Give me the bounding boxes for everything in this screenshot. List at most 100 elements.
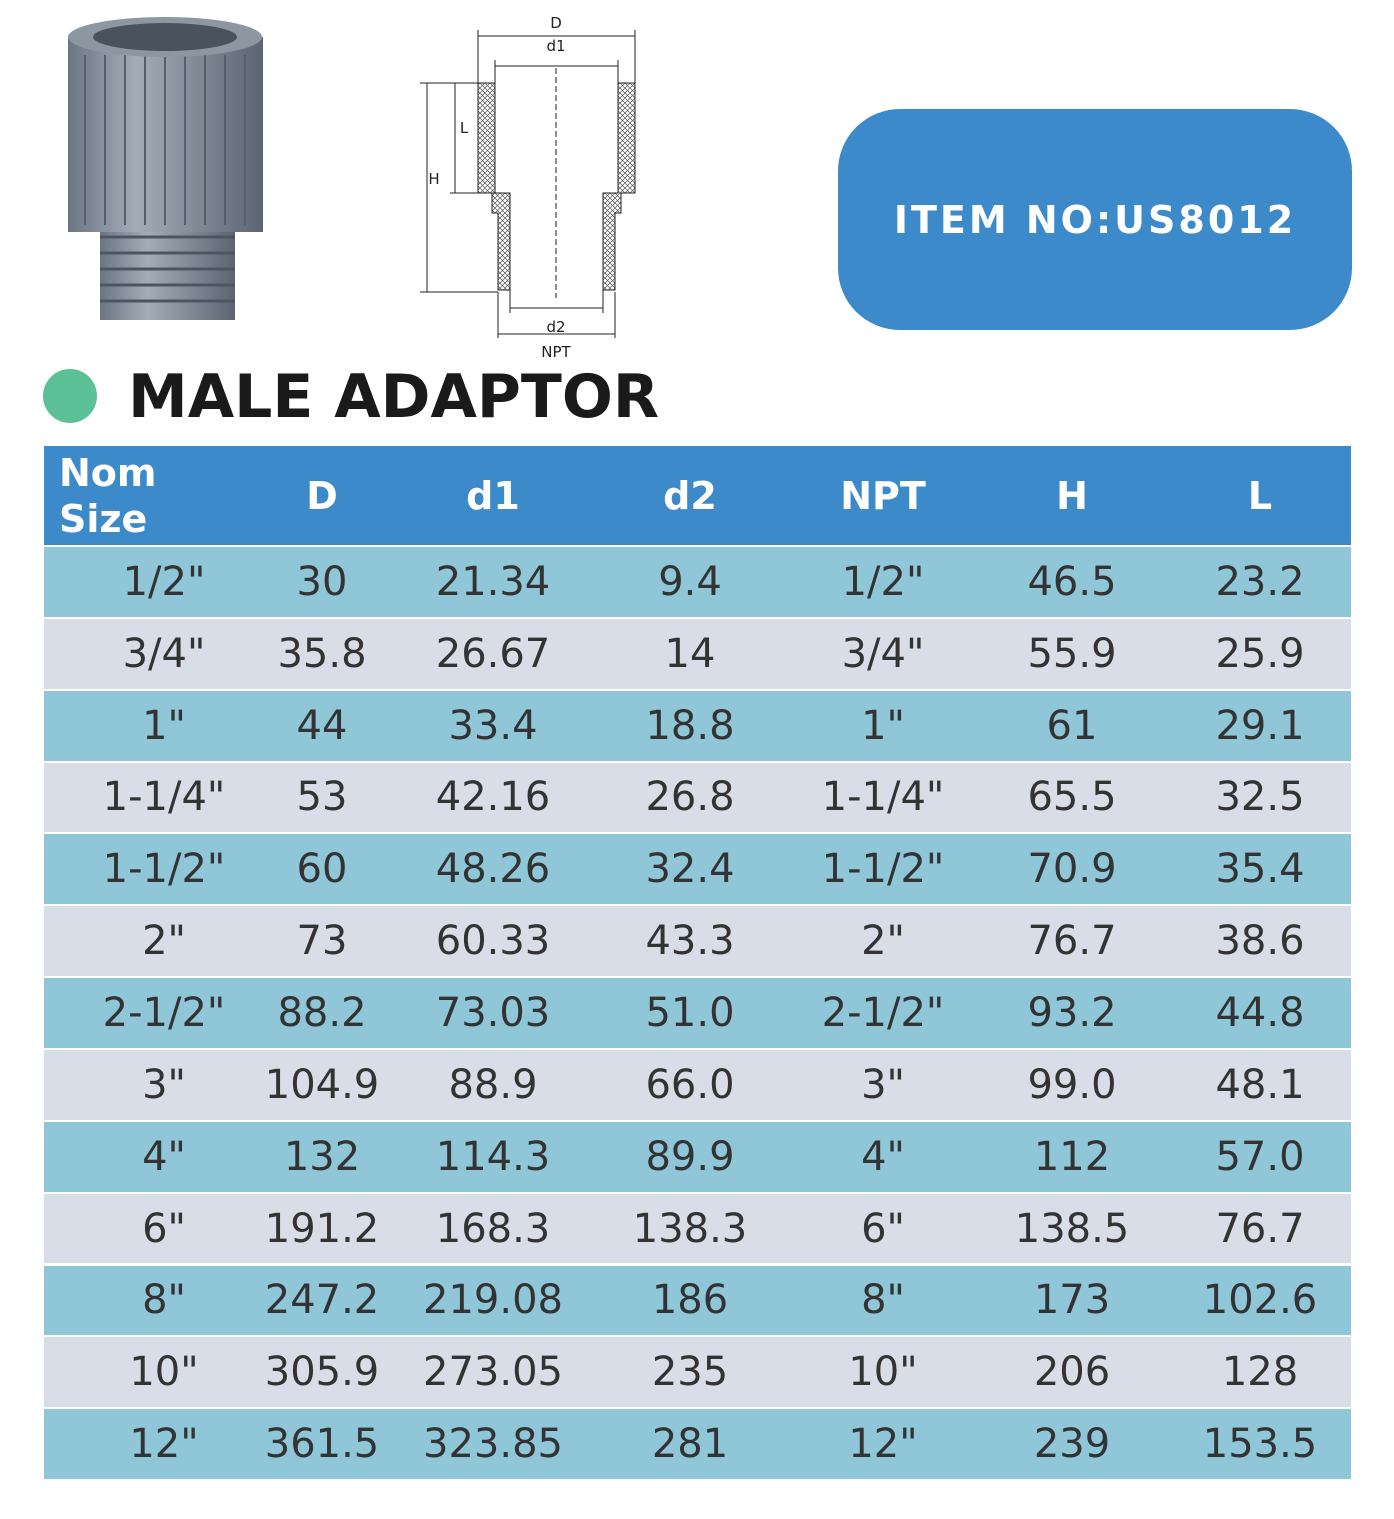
table-cell: 2-1/2" — [102, 990, 226, 1037]
table-cell: 23.2 — [1215, 558, 1305, 605]
table-cell: 60.33 — [435, 918, 551, 965]
column-header: H — [1056, 473, 1088, 518]
table-cell: 99.0 — [1027, 1061, 1117, 1108]
column-header: L — [1247, 473, 1273, 518]
table-cell: 10" — [129, 1349, 199, 1396]
table-cell: 3/4" — [841, 630, 925, 677]
table-cell: 38.6 — [1215, 918, 1305, 965]
table-cell: 65.5 — [1027, 774, 1117, 821]
table-cell: 219.08 — [423, 1277, 563, 1324]
table-cell: 88.9 — [448, 1061, 538, 1108]
table-row: 1" 44 33.4 18.8 1" 61 29.1 — [44, 690, 1351, 761]
table-cell: 30 — [296, 558, 348, 605]
table-cell: 2" — [142, 918, 186, 965]
table-cell: 32.4 — [645, 846, 735, 893]
table-cell: 2-1/2" — [821, 990, 945, 1037]
table-cell: 44.8 — [1215, 990, 1305, 1037]
table-cell: 4" — [861, 1133, 905, 1180]
table-row: 12" 361.5 323.85 281 12" 239 153.5 — [44, 1409, 1351, 1480]
table-row: 8" 247.2 219.08 186 8" 173 102.6 — [44, 1265, 1351, 1336]
bullet — [43, 369, 97, 423]
table-cell: 44 — [296, 702, 348, 749]
table-cell: 12" — [848, 1421, 918, 1468]
table-cell: 76.7 — [1027, 918, 1117, 965]
table-cell: 235 — [651, 1349, 729, 1396]
table-cell: 61 — [1046, 702, 1098, 749]
table-cell: 35.8 — [277, 630, 367, 677]
column-header: D — [306, 473, 338, 518]
table-cell: 12" — [129, 1421, 199, 1468]
table-cell: 6" — [861, 1205, 905, 1252]
table-cell: 186 — [651, 1277, 729, 1324]
table-cell: 35.4 — [1215, 846, 1305, 893]
table-cell: 3" — [142, 1061, 186, 1108]
table-cell: 191.2 — [264, 1205, 380, 1252]
table-cell: 168.3 — [435, 1205, 551, 1252]
table-cell: 70.9 — [1027, 846, 1117, 893]
table-cell: 18.8 — [645, 702, 735, 749]
column-header: NPT — [840, 473, 926, 518]
table-cell: 10" — [848, 1349, 918, 1396]
table-cell: 1" — [861, 702, 905, 749]
table-cell: 88.2 — [277, 990, 367, 1037]
label-d1: d1 — [546, 37, 565, 55]
table-cell: 32.5 — [1215, 774, 1305, 821]
table-cell: 57.0 — [1215, 1133, 1305, 1180]
label-D: D — [550, 14, 562, 32]
table-cell: 8" — [142, 1277, 186, 1324]
table-cell: 132 — [283, 1133, 361, 1180]
table-cell: 239 — [1033, 1421, 1111, 1468]
table-cell: 76.7 — [1215, 1205, 1305, 1252]
table-cell: 42.16 — [435, 774, 551, 821]
label-d2: d2 — [546, 318, 565, 336]
table-cell: 6" — [142, 1205, 186, 1252]
table-cell: 102.6 — [1202, 1277, 1318, 1324]
table-cell: 206 — [1033, 1349, 1111, 1396]
table-cell: 73.03 — [435, 990, 551, 1037]
table-cell: 29.1 — [1215, 702, 1305, 749]
table-cell: 66.0 — [645, 1061, 735, 1108]
table-cell: 305.9 — [264, 1349, 380, 1396]
table-cell: 26.8 — [645, 774, 735, 821]
table-cell: 138.5 — [1014, 1205, 1130, 1252]
table-cell: 33.4 — [448, 702, 538, 749]
table-cell: 26.67 — [435, 630, 551, 677]
table-row: 3/4" 35.8 26.67 14 3/4" 55.9 25.9 — [44, 618, 1351, 689]
column-header: d2 — [663, 473, 717, 518]
table-row: 4" 132 114.3 89.9 4" 112 57.0 — [44, 1121, 1351, 1192]
dimension-diagram: D d1 L H d2 NPT — [420, 14, 636, 361]
product-photo — [68, 17, 263, 320]
table-row: 1/2" 30 21.34 9.4 1/2" 46.5 23.2 — [44, 547, 1351, 617]
table-cell: 1/2" — [122, 558, 206, 605]
table-cell: 48.1 — [1215, 1061, 1305, 1108]
table-cell: 14 — [664, 630, 716, 677]
table-cell: 46.5 — [1027, 558, 1117, 605]
table-row: 1-1/4" 53 42.16 26.8 1-1/4" 65.5 32.5 — [44, 762, 1351, 833]
table-cell: 93.2 — [1027, 990, 1117, 1037]
table-row: 6" 191.2 168.3 138.3 6" 138.5 76.7 — [44, 1193, 1351, 1264]
table-cell: 104.9 — [264, 1061, 380, 1108]
column-header: d1 — [466, 473, 520, 518]
table-cell: 138.3 — [632, 1205, 748, 1252]
table-cell: 4" — [142, 1133, 186, 1180]
table-cell: 25.9 — [1215, 630, 1305, 677]
table-cell: 9.4 — [658, 558, 722, 605]
table-cell: 114.3 — [435, 1133, 551, 1180]
table-row: 10" 305.9 273.05 235 10" 206 128 — [44, 1337, 1351, 1408]
table-cell: 247.2 — [264, 1277, 380, 1324]
table-cell: 281 — [651, 1421, 729, 1468]
table-cell: 3" — [861, 1061, 905, 1108]
label-H: H — [428, 170, 439, 188]
label-NPT: NPT — [541, 343, 571, 361]
table-cell: 53 — [296, 774, 348, 821]
table-cell: 1/2" — [841, 558, 925, 605]
item-number: ITEM NO:US8012 — [838, 109, 1352, 330]
table-cell: 73 — [296, 918, 348, 965]
table-cell: 1-1/2" — [821, 846, 945, 893]
table-cell: 2" — [861, 918, 905, 965]
table-cell: 1-1/4" — [821, 774, 945, 821]
table-cell: 48.26 — [435, 846, 551, 893]
